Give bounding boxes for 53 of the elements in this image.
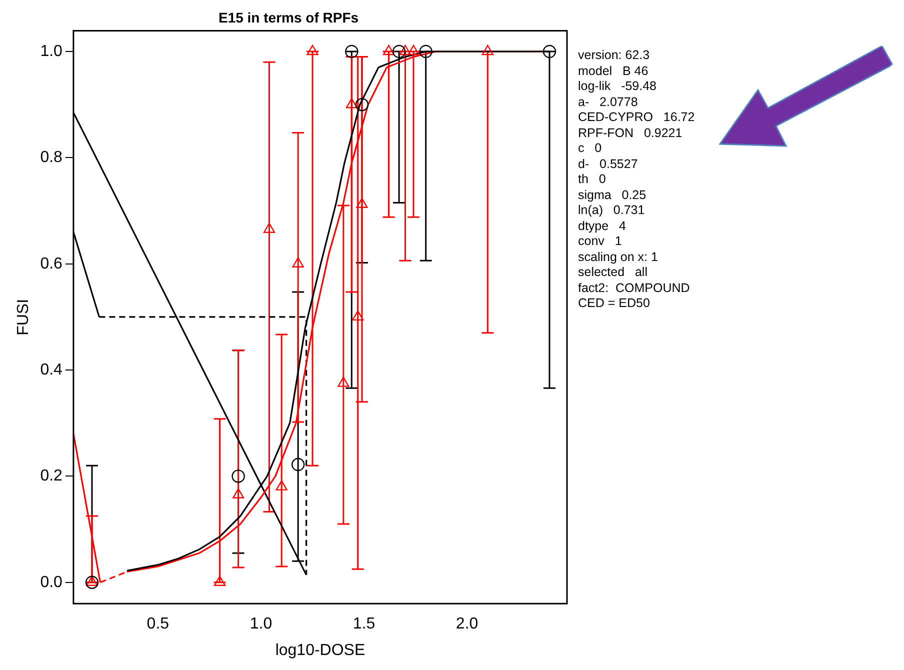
point: [352, 310, 364, 321]
point: [345, 44, 358, 58]
x-tick-label: 1.0: [250, 616, 272, 633]
point: [292, 257, 304, 268]
text: version: 62.3: [578, 48, 651, 64]
point: [338, 376, 350, 387]
point: [399, 44, 412, 56]
point: [86, 576, 98, 586]
point: [232, 470, 245, 483]
y-tick-label: 0.8: [40, 149, 63, 166]
point: [482, 44, 494, 56]
point: [408, 44, 420, 56]
x-axis-title: log10-DOSE: [275, 642, 366, 659]
text: model B 46: [578, 64, 650, 79]
text: log-lik -59.48: [578, 79, 658, 94]
point: [356, 198, 368, 208]
point: [346, 98, 358, 108]
y-axis-title: FUSI: [15, 298, 32, 336]
point: [276, 480, 288, 490]
text: d- 0.5527: [578, 156, 639, 172]
point: [382, 44, 395, 56]
point: [291, 458, 305, 472]
x-tick-label: 1.5: [352, 616, 376, 633]
point: [306, 44, 318, 56]
text: dtype 4: [578, 218, 627, 234]
text: scaling on x: 1: [578, 250, 659, 265]
text: selected all: [578, 265, 648, 280]
point: [542, 44, 556, 58]
text: RPF-FON 0.9221: [578, 126, 684, 141]
text: CED-CYPRO 16.72: [578, 110, 695, 126]
y-tick-label: 0.0: [40, 574, 63, 591]
text: c 0: [578, 141, 603, 156]
text: conv 1: [578, 234, 623, 250]
point: [355, 98, 369, 112]
point: [392, 44, 406, 58]
text: a- 2.0778: [578, 94, 639, 110]
text: fact2: COMPOUND: [578, 280, 691, 296]
text: ln(a) 0.731: [578, 203, 646, 218]
point: [419, 44, 432, 58]
y-tick-label: 1.0: [40, 42, 63, 60]
point: [232, 488, 244, 498]
y-tick-label: 0.6: [40, 255, 63, 272]
chart-title: E15 in terms of RPFs: [218, 9, 359, 26]
point: [214, 576, 226, 586]
y-tick-label: 0.4: [40, 361, 63, 378]
text: sigma 0.25: [578, 188, 648, 203]
y-tick-label: 0.2: [40, 468, 63, 485]
point: [263, 222, 276, 233]
x-tick-label: 2.0: [456, 616, 478, 633]
x-tick-label: 0.5: [146, 616, 170, 633]
text: th 0: [578, 172, 607, 188]
point: [85, 576, 99, 589]
text: CED = ED50: [578, 296, 651, 312]
